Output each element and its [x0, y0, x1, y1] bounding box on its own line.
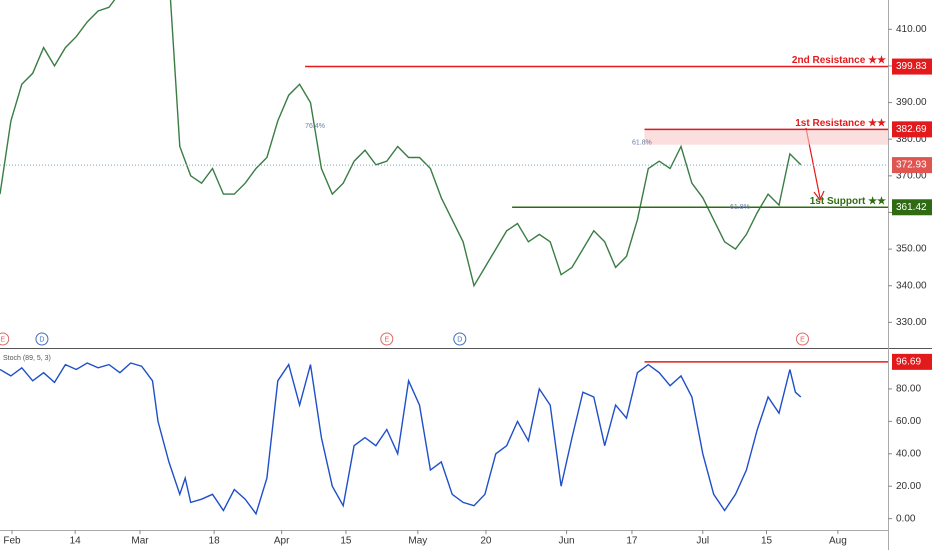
x-tick-label: Jul: [696, 536, 709, 547]
level-value: 399.83: [896, 61, 927, 72]
level-name: 1st Resistance ★★: [795, 118, 886, 129]
event-label: D: [39, 336, 44, 343]
indicator-name: Stoch (89, 5, 3): [3, 355, 51, 362]
fib-label: 61.8%: [730, 204, 750, 211]
event-label: E: [800, 336, 805, 343]
x-tick-label: Jun: [559, 536, 575, 547]
series-line: [0, 362, 802, 516]
level-value: 361.42: [896, 202, 927, 213]
last-price-badge: [892, 157, 932, 174]
y-tick-label: 370.00: [896, 170, 927, 181]
y-tick-label: 350.00: [896, 244, 927, 255]
y-tick-label: 20.00: [896, 481, 921, 492]
resistance-zone: [644, 129, 888, 145]
x-tick-label: Aug: [829, 536, 847, 547]
x-tick-label: 17: [626, 536, 638, 547]
y-tick-label: 0.00: [896, 513, 916, 524]
y-tick-label: 410.00: [896, 24, 927, 35]
plot-area: [0, 362, 802, 516]
level-badge: [892, 353, 932, 370]
x-tick-label: Apr: [274, 536, 290, 547]
y-tick-label: 60.00: [896, 416, 921, 427]
x-tick-label: May: [408, 536, 427, 547]
level-name: 2nd Resistance ★★: [792, 55, 886, 66]
level-badge: [892, 58, 932, 75]
event-marker: [380, 332, 394, 346]
event-marker: [35, 332, 49, 346]
x-tick-label: 20: [480, 536, 492, 547]
level-value: 382.69: [896, 124, 927, 135]
x-tick-label: 15: [761, 536, 773, 547]
x-tick-label: 14: [70, 536, 82, 547]
y-tick-label: 330.00: [896, 317, 927, 328]
series-line: [0, 0, 802, 288]
event-label: D: [457, 336, 462, 343]
y-tick-label: 40.00: [896, 448, 921, 459]
level-name: 1st Support ★★: [810, 196, 886, 207]
event-marker: [453, 332, 467, 346]
y-tick-label: 340.00: [896, 280, 927, 291]
event-label: E: [384, 336, 389, 343]
y-tick-label: 390.00: [896, 97, 927, 108]
x-tick-label: Feb: [3, 536, 21, 547]
level-value: 96.69: [896, 356, 921, 367]
level-badge: [892, 121, 932, 138]
level-badge: [892, 199, 932, 216]
last-price-value: 372.93: [896, 160, 927, 171]
y-tick-label: 380.00: [896, 134, 927, 145]
x-tick-label: 18: [209, 536, 221, 547]
x-tick-label: Mar: [131, 536, 149, 547]
event-marker: [795, 332, 809, 346]
fib-label: 76.4%: [305, 123, 325, 130]
fib-label: 61.8%: [632, 140, 652, 147]
plot-area: [0, 0, 888, 288]
x-tick-label: 15: [340, 536, 352, 547]
event-marker: [0, 332, 10, 346]
event-label: E: [0, 336, 5, 343]
y-tick-label: 80.00: [896, 384, 921, 395]
